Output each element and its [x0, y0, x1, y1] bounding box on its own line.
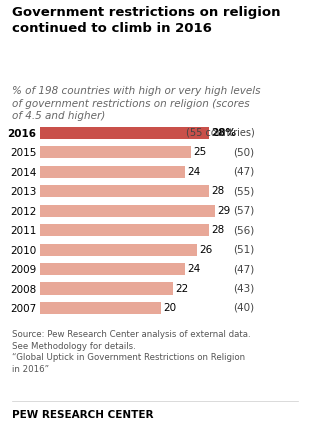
Text: 26: 26: [199, 245, 213, 254]
Text: 24: 24: [187, 167, 201, 177]
Text: Source: Pew Research Center analysis of external data.
See Methodology for detai: Source: Pew Research Center analysis of …: [12, 330, 251, 374]
Text: Government restrictions on religion
continued to climb in 2016: Government restrictions on religion cont…: [12, 6, 281, 35]
Text: (56): (56): [233, 225, 254, 235]
Text: % of 198 countries with high or very high levels
of government restrictions on r: % of 198 countries with high or very hig…: [12, 86, 261, 121]
Text: 29: 29: [218, 206, 231, 216]
Text: (51): (51): [233, 245, 254, 254]
Bar: [40, 146, 191, 158]
Text: 20: 20: [163, 303, 176, 313]
Bar: [40, 127, 209, 139]
Bar: [40, 263, 185, 275]
Bar: [40, 244, 197, 256]
Text: 28: 28: [211, 225, 225, 235]
Text: (55): (55): [233, 186, 254, 196]
Text: 28: 28: [211, 186, 225, 196]
Text: 25: 25: [193, 147, 207, 157]
Bar: [40, 224, 209, 236]
Bar: [40, 185, 209, 197]
Bar: [40, 165, 185, 178]
Text: 22: 22: [175, 283, 188, 293]
Text: (43): (43): [233, 283, 254, 293]
Text: 24: 24: [187, 264, 201, 274]
Text: 28%: 28%: [211, 127, 237, 138]
Text: (50): (50): [233, 147, 254, 157]
Bar: [40, 204, 215, 216]
Text: (40): (40): [233, 303, 254, 313]
Text: (57): (57): [233, 206, 254, 216]
Text: PEW RESEARCH CENTER: PEW RESEARCH CENTER: [12, 410, 154, 420]
Text: (47): (47): [233, 264, 254, 274]
Text: (47): (47): [233, 167, 254, 177]
Bar: [40, 302, 161, 314]
Text: (55 countries): (55 countries): [186, 127, 254, 138]
Bar: [40, 283, 173, 295]
